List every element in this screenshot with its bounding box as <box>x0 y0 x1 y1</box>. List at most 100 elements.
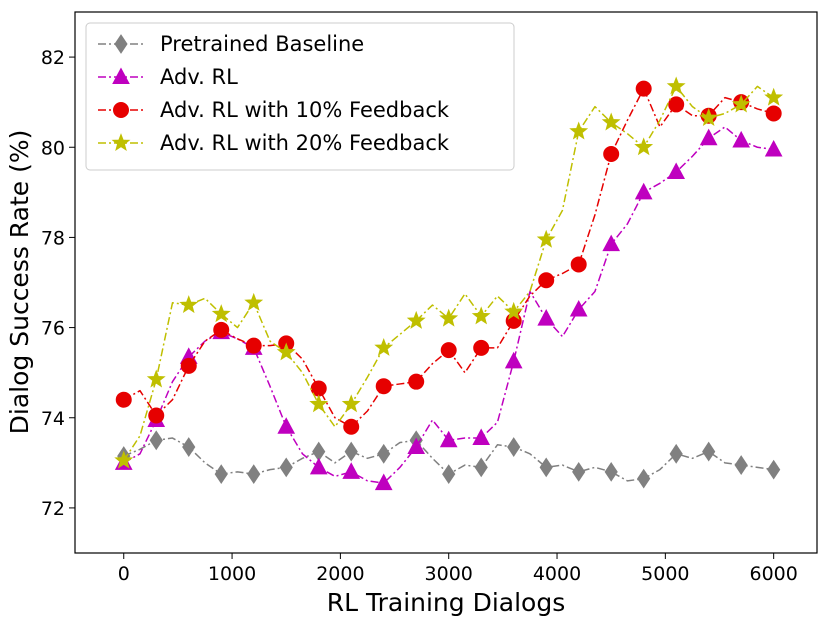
x-tick-label: 1000 <box>208 563 256 585</box>
y-tick-label: 76 <box>41 318 65 340</box>
data-point <box>473 339 490 356</box>
data-point <box>374 337 394 356</box>
data-point <box>439 308 459 327</box>
y-axis-title: Dialog Success Rate (%) <box>5 130 34 435</box>
x-tick-label: 2000 <box>316 563 364 585</box>
data-point <box>343 418 360 435</box>
data-point <box>764 139 783 157</box>
series-1 <box>117 430 781 489</box>
x-axis-title: RL Training Dialogs <box>327 588 566 617</box>
data-point <box>539 457 553 478</box>
legend-marker <box>111 133 131 152</box>
data-point <box>507 437 521 457</box>
legend-entries: Pretrained Baseline Adv. RL Adv. RL with 1… <box>98 32 450 155</box>
data-point <box>277 417 296 434</box>
data-point <box>504 351 523 369</box>
data-point <box>538 272 555 289</box>
data-point <box>213 321 230 338</box>
data-point <box>569 299 588 317</box>
legend-entry: Adv. RL with 20% Feedback <box>98 131 450 155</box>
data-point <box>244 292 264 311</box>
data-point <box>569 121 589 140</box>
data-point <box>635 80 652 97</box>
data-point <box>669 443 683 464</box>
data-point <box>765 105 782 122</box>
data-point <box>732 130 751 148</box>
data-point <box>731 94 751 113</box>
data-point <box>634 182 653 200</box>
data-point <box>734 455 748 475</box>
x-tick-label: 4000 <box>533 563 581 585</box>
legend: Pretrained Baseline Adv. RL Adv. RL with 1… <box>85 22 515 171</box>
data-point <box>699 128 718 146</box>
data-point <box>375 378 392 395</box>
y-tick-label: 80 <box>41 137 65 159</box>
series-4 <box>114 76 784 469</box>
y-tick-label: 72 <box>41 498 65 520</box>
series-layer <box>114 76 784 491</box>
data-point <box>666 76 686 95</box>
x-tick-label: 0 <box>118 563 130 585</box>
data-point <box>342 462 361 479</box>
data-point <box>182 437 196 457</box>
data-point <box>602 234 621 252</box>
data-point <box>309 394 329 413</box>
x-tick-label: 3000 <box>425 563 473 585</box>
data-point <box>442 464 456 485</box>
data-point <box>767 459 781 480</box>
data-point <box>471 306 491 325</box>
data-point <box>149 430 163 451</box>
data-point <box>247 464 261 485</box>
data-point <box>279 457 293 478</box>
x-tick-label: 5000 <box>641 563 689 585</box>
data-point <box>439 430 458 448</box>
legend-box <box>85 22 515 171</box>
legend-entry: Adv. RL <box>98 65 238 89</box>
data-point <box>148 407 165 424</box>
legend-label: Adv. RL with 10% Feedback <box>160 98 450 122</box>
legend-label: Adv. RL <box>160 65 238 89</box>
legend-marker <box>114 34 128 54</box>
data-point <box>374 473 393 491</box>
data-point <box>699 108 719 126</box>
data-point <box>179 295 199 314</box>
legend-label: Adv. RL with 20% Feedback <box>160 131 450 155</box>
data-point <box>377 443 391 464</box>
data-point <box>504 301 524 320</box>
data-point <box>702 441 716 462</box>
x-tick-label: 6000 <box>749 563 797 585</box>
data-point <box>537 309 556 326</box>
data-point <box>406 310 426 329</box>
data-point <box>146 369 166 388</box>
legend-entry: Adv. RL with 10% Feedback <box>98 98 450 122</box>
y-tick-label: 82 <box>41 47 65 69</box>
legend-marker <box>112 67 130 84</box>
data-point <box>474 457 488 478</box>
data-point <box>115 391 132 408</box>
data-point <box>114 450 134 469</box>
y-tick-label: 74 <box>41 408 65 430</box>
data-point <box>536 229 556 248</box>
data-point <box>407 437 426 455</box>
data-point <box>604 461 618 482</box>
data-point <box>603 146 620 163</box>
data-point <box>214 464 228 485</box>
data-point <box>180 357 197 374</box>
data-point <box>601 112 621 131</box>
data-point <box>408 373 425 390</box>
data-point <box>211 304 231 323</box>
legend-entry: Pretrained Baseline <box>98 32 364 56</box>
data-point <box>570 256 587 273</box>
data-point <box>309 457 328 475</box>
data-point <box>341 394 361 413</box>
data-point <box>634 137 654 156</box>
data-point <box>245 337 262 354</box>
data-point <box>276 342 296 361</box>
data-point <box>440 342 457 359</box>
y-tick-label: 78 <box>41 227 65 249</box>
data-point <box>572 461 586 482</box>
data-point <box>637 468 651 489</box>
data-point <box>668 96 685 113</box>
data-point <box>344 441 358 462</box>
ticks-layer: 0 1000 2000 3000 4000 5000 6000 72 74 76 78 80 82 <box>41 47 798 585</box>
